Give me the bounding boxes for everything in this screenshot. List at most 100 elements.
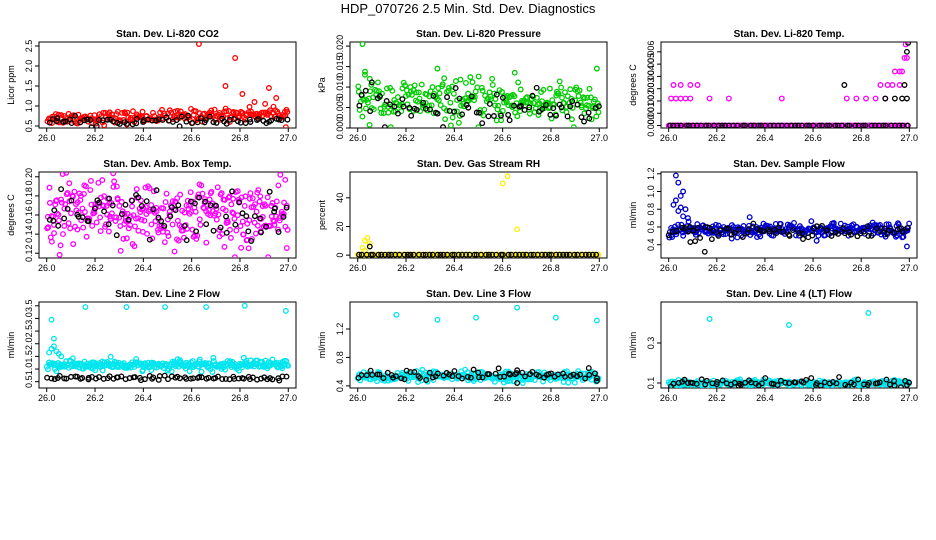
point-bulk <box>228 201 235 208</box>
point-reference <box>400 103 407 110</box>
point-reference <box>56 372 63 379</box>
y-tick-label: 40 <box>335 193 345 203</box>
point-reference <box>703 377 710 384</box>
point-reference <box>53 118 60 124</box>
point-reference <box>51 207 58 214</box>
point-bulk <box>57 242 64 249</box>
point-bulk <box>285 362 292 369</box>
point-level-low <box>672 95 679 102</box>
point-reference <box>410 251 417 258</box>
point-bulk <box>67 225 74 232</box>
point-reference <box>486 101 493 107</box>
y-tick-label: 1.2 <box>335 323 345 336</box>
x-tick-label: 26.6 <box>183 133 201 143</box>
point-outliers <box>364 234 371 241</box>
y-tick-label: 1.5 <box>24 80 34 93</box>
point-reference <box>173 117 180 123</box>
point-reference-zero <box>826 122 833 128</box>
point-reference <box>196 374 203 380</box>
point-reference <box>161 372 168 379</box>
point-reference <box>861 381 867 388</box>
point-bulk <box>254 222 261 229</box>
point-bulk <box>198 368 205 375</box>
point-bulk <box>118 198 125 205</box>
point-bulk <box>830 220 837 226</box>
point-reference <box>533 84 540 91</box>
y-axis-label: degrees C <box>6 194 16 236</box>
point-bulk <box>45 224 52 231</box>
point-tail-rise <box>901 55 908 61</box>
point-reference <box>904 225 911 231</box>
point-reference <box>413 106 420 113</box>
point-reference <box>284 116 291 123</box>
point-bulk <box>373 87 380 94</box>
y-tick-label: 0.5 <box>24 120 34 133</box>
point-bulk <box>368 81 375 88</box>
x-tick-label: 26.0 <box>349 133 367 143</box>
point-reference <box>492 370 499 377</box>
y-axis-label: ml/min <box>628 332 638 359</box>
point-reference <box>470 366 477 373</box>
x-tick-label: 26.0 <box>660 263 678 273</box>
x-tick-label: 26.6 <box>183 263 201 273</box>
point-bulk <box>231 254 238 258</box>
point-reference <box>193 228 200 235</box>
point-outliers <box>251 99 258 105</box>
y-axis-label: Licor ppm <box>6 65 16 105</box>
point-reference <box>539 251 545 258</box>
panel-9: Stan. Dev. Line 4 (LT) Flow 26.0 26.2 26.4 2… <box>628 289 918 403</box>
point-reference <box>567 103 574 110</box>
x-tick-label: 26.8 <box>852 393 870 403</box>
point-reference <box>819 222 825 229</box>
point-bulk <box>452 78 459 85</box>
point-reference <box>271 208 278 215</box>
point-bulk <box>429 84 436 91</box>
point-reference <box>854 233 861 240</box>
point-reference <box>877 228 884 235</box>
point-bulk <box>98 194 104 201</box>
point-reference <box>263 223 270 230</box>
chart-title: Stan. Dev. Gas Stream RH <box>417 159 540 170</box>
point-reference <box>563 251 570 258</box>
point-bulk <box>275 182 282 189</box>
point-reference <box>422 251 429 258</box>
point-reference <box>459 111 466 118</box>
point-bulk <box>56 217 62 224</box>
panel-2: Stan. Dev. Li-820 Pressure 26.0 26.2 26.4 26… <box>317 29 608 143</box>
point-bulk <box>559 94 565 101</box>
point-reference <box>79 375 86 381</box>
point-reference <box>197 115 204 122</box>
point-reference <box>72 112 79 119</box>
point-reference <box>440 124 446 128</box>
point-level-mid <box>670 82 677 88</box>
y-tick-label: 2.0 <box>24 60 34 73</box>
point-reference <box>395 110 401 117</box>
x-tick-label: 26.2 <box>708 393 726 403</box>
y-tick-label: 0.000 <box>335 117 345 140</box>
point-reference-zero <box>868 122 875 128</box>
point-reference-zero <box>904 122 911 128</box>
point-outliers <box>241 302 248 309</box>
point-reference <box>239 210 246 217</box>
x-tick-label: 27.0 <box>591 393 609 403</box>
point-reference <box>665 232 672 239</box>
point-reference <box>203 221 210 228</box>
point-reference <box>468 93 475 100</box>
point-reference <box>476 374 482 381</box>
point-bulk <box>416 95 423 102</box>
point-reference <box>465 104 472 111</box>
point-reference <box>558 104 565 111</box>
point-bulk <box>252 230 259 237</box>
point-tail-rise <box>891 68 898 75</box>
x-tick-label: 26.4 <box>446 133 464 143</box>
point-bulk <box>569 116 575 123</box>
point-reference <box>64 205 71 212</box>
point-bulk <box>62 201 69 208</box>
point-bulk <box>198 182 205 189</box>
point-reference <box>248 238 255 244</box>
point-bulk <box>480 112 487 119</box>
point-reference <box>417 374 423 381</box>
point-reference <box>87 117 94 124</box>
point-bulk <box>265 254 272 258</box>
x-tick-label: 26.8 <box>852 133 870 143</box>
